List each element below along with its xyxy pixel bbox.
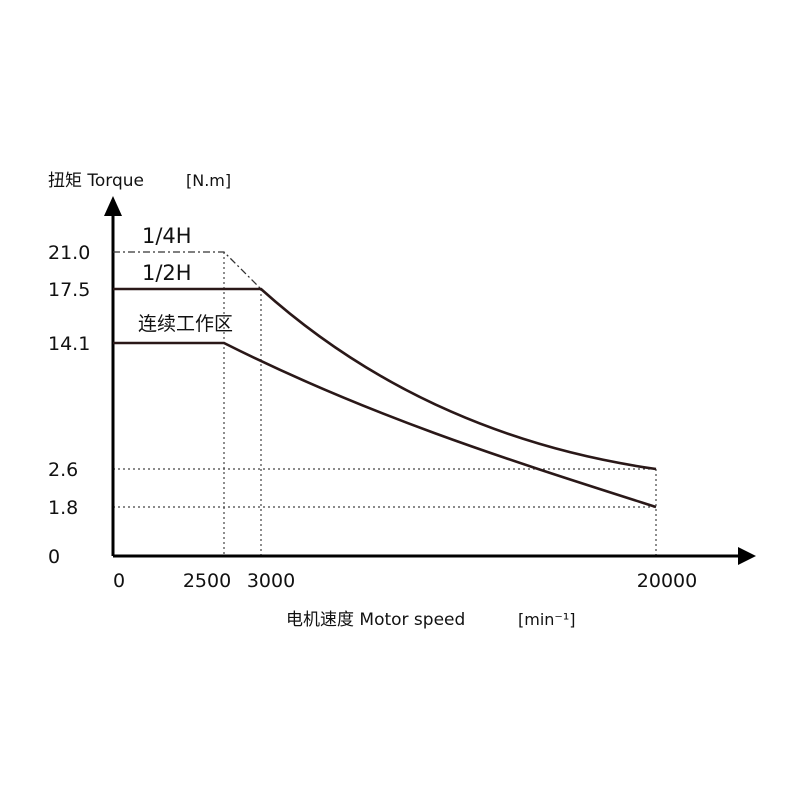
- label-continuous: 连续工作区: [138, 313, 233, 335]
- x-axis-arrow-icon: [738, 547, 756, 565]
- x-tick-label: 3000: [247, 570, 295, 592]
- series-line-half_h: [113, 287, 657, 471]
- y-axis-label: 扭矩 Torque: [48, 171, 144, 191]
- x-tick-label: 0: [113, 570, 125, 592]
- y-axis-unit: [N.m]: [186, 171, 231, 190]
- series-line-quarter_h: [113, 251, 262, 290]
- x-tick-label: 20000: [637, 570, 697, 592]
- x-axis-label: 电机速度 Motor speed: [286, 610, 465, 630]
- series-line-continuous: [113, 341, 657, 509]
- y-tick-label: 21.0: [48, 242, 90, 264]
- x-tick-label: 2500: [183, 570, 231, 592]
- y-tick-label: 14.1: [48, 333, 90, 355]
- y-tick-label: 17.5: [48, 279, 90, 301]
- tick-labels: 0 1.8 2.6 14.1 17.5 21.0 0 2500 3000 20000: [48, 242, 697, 592]
- series-lines: [113, 251, 657, 509]
- y-tick-label: 0: [48, 546, 60, 568]
- x-axis-unit: [min⁻¹]: [518, 610, 576, 629]
- y-tick-label: 1.8: [48, 497, 78, 519]
- label-half-h: 1/2H: [142, 261, 192, 285]
- axes: [104, 196, 756, 565]
- label-quarter-h: 1/4H: [142, 224, 192, 248]
- chart-text: 扭矩 Torque [N.m] 电机速度 Motor speed [min⁻¹]…: [48, 171, 576, 630]
- y-tick-label: 2.6: [48, 459, 78, 481]
- y-axis-arrow-icon: [104, 196, 122, 216]
- reference-lines: [113, 252, 657, 556]
